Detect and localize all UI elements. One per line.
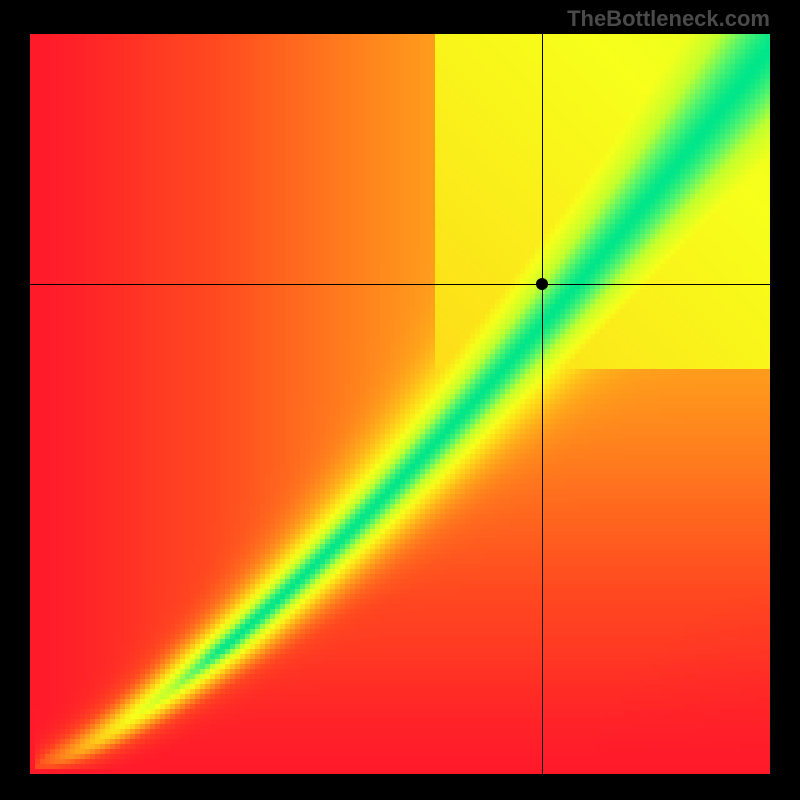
bottleneck-heatmap: [30, 34, 770, 774]
crosshair-horizontal: [30, 284, 770, 285]
watermark-text: TheBottleneck.com: [567, 6, 770, 32]
crosshair-vertical: [542, 34, 543, 774]
crosshair-marker-dot: [536, 278, 548, 290]
heatmap-canvas: [30, 34, 770, 774]
